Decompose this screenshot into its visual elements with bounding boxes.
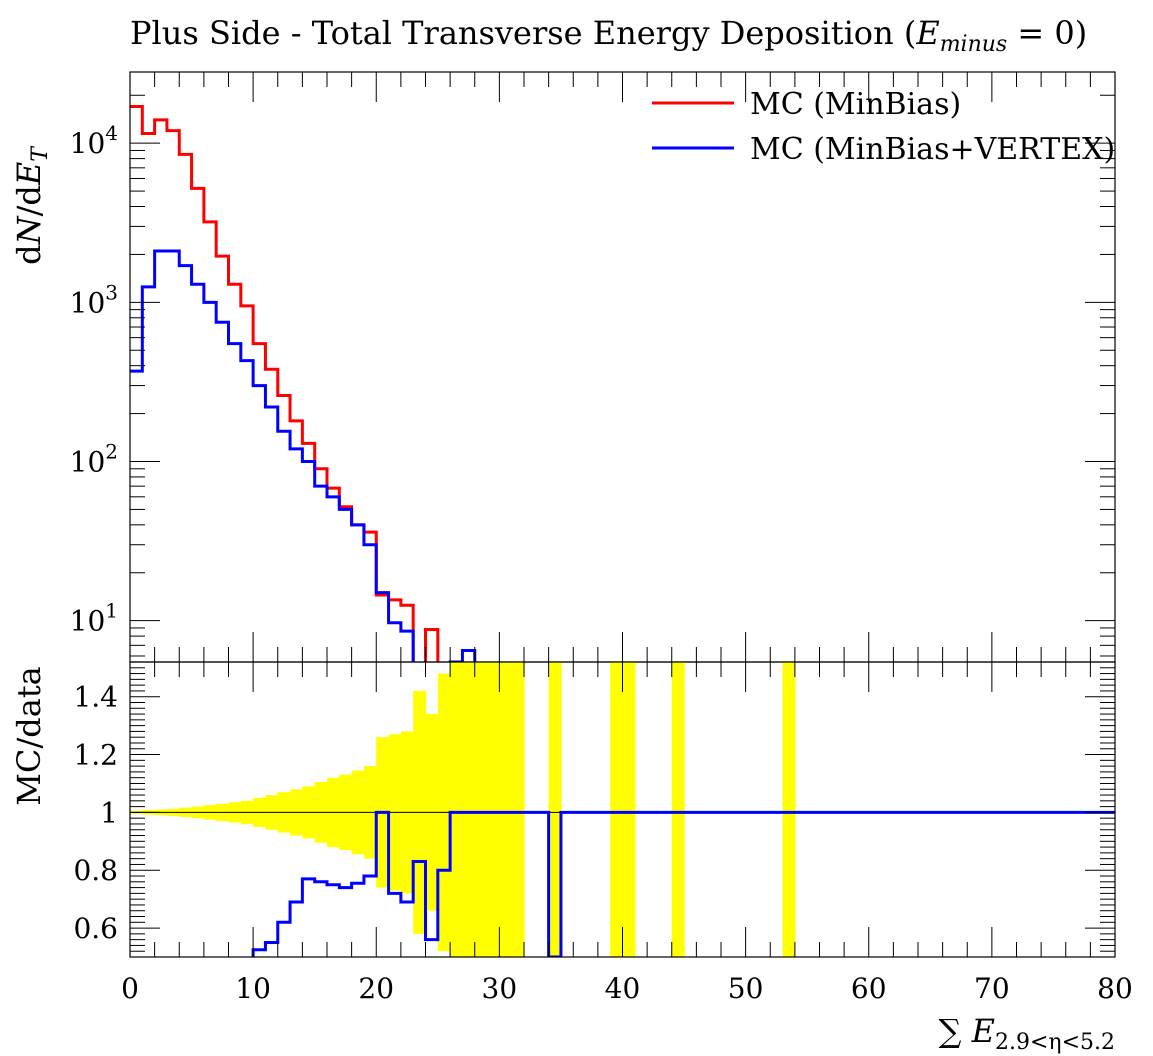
- lower-y-tick-label: 1.2: [73, 739, 118, 772]
- x-tick-label: 40: [605, 972, 641, 1005]
- upper-ylabel-sub: T: [28, 145, 53, 162]
- ratio-uncertainty-band: [130, 662, 796, 957]
- ratio-band-bin: [782, 662, 796, 957]
- title-main: Plus Side - Total Transverse Energy Depo…: [130, 14, 916, 52]
- upper-panel: 101 102 103 104 dN/dET MC (MinBias) MC (Min…: [10, 71, 1116, 663]
- ratio-band-bin: [450, 662, 464, 957]
- x-tick-label: 20: [358, 972, 394, 1005]
- legend: MC (MinBias) MC (MinBias+VERTEX): [652, 87, 1115, 167]
- lower-y-tick-label: 0.6: [73, 912, 118, 945]
- lower-y-tick-label: 1.4: [73, 681, 118, 714]
- x-label-math: E: [971, 1012, 995, 1050]
- ratio-band-bin: [511, 662, 525, 957]
- upper-ylabel-mid: /d: [10, 185, 48, 216]
- x-label-sub: 2.9<η<5.2: [995, 1030, 1115, 1055]
- x-axis-label: ∑ E2.9<η<5.2: [939, 1012, 1115, 1055]
- ratio-band-bin: [474, 662, 488, 957]
- ratio-band-bin: [548, 662, 562, 957]
- legend-label-minbias: MC (MinBias): [750, 87, 961, 122]
- ratio-band-bin: [622, 662, 636, 957]
- ratio-band-bin: [671, 662, 685, 957]
- lower-ticks: [129, 662, 1116, 958]
- upper-ylabel-n: N: [10, 215, 48, 245]
- upper-y-tick-label: 102: [70, 440, 118, 479]
- upper-y-axis-label: dN/dET: [10, 145, 53, 265]
- chart-title: Plus Side - Total Transverse Energy Depo…: [130, 14, 1087, 57]
- x-tick-label: 70: [974, 972, 1010, 1005]
- lower-y-tick-labels: 0.6 0.8 1 1.2 1.4: [73, 681, 118, 945]
- upper-y-tick-label: 103: [70, 280, 118, 319]
- upper-y-tick-label: 101: [70, 599, 118, 638]
- ratio-series-0: [251, 810, 1115, 957]
- ratio-band-bin: [487, 662, 500, 957]
- upper-ylabel-pre: d: [10, 244, 48, 264]
- lower-y-tick-label: 1: [100, 796, 118, 829]
- upper-y-tick-label: 104: [70, 121, 118, 160]
- ratio-band-bin: [499, 662, 513, 957]
- title-tail: = 0): [1007, 14, 1087, 52]
- x-tick-label: 30: [482, 972, 518, 1005]
- title-sub: minus: [940, 32, 1008, 57]
- lower-panel: 0.6 0.8 1 1.2 1.4 MC/data: [10, 661, 1116, 958]
- ratio-band-bin: [462, 662, 476, 957]
- upper-series-1: [130, 249, 477, 662]
- upper-series-group: [130, 104, 477, 662]
- x-tick-label: 50: [728, 972, 764, 1005]
- x-label-sym: ∑: [939, 1012, 972, 1050]
- x-tick-label: 10: [235, 972, 271, 1005]
- lower-y-axis-label: MC/data: [10, 666, 48, 806]
- upper-ylabel-e: E: [10, 162, 48, 186]
- ratio-band-bin: [610, 662, 624, 957]
- x-tick-label: 80: [1097, 972, 1133, 1005]
- x-tick-label: 60: [851, 972, 887, 1005]
- upper-y-tick-labels: 101 102 103 104: [70, 121, 118, 638]
- x-tick-labels: 0 10 20 30 40 50 60 70 80: [121, 972, 1133, 1005]
- title-math: E: [915, 14, 939, 52]
- lower-series-group: [251, 810, 1115, 957]
- legend-label-minbias-vertex: MC (MinBias+VERTEX): [750, 132, 1115, 167]
- upper-ticks: [129, 72, 1116, 662]
- lower-y-tick-label: 0.8: [73, 854, 118, 887]
- upper-series-0: [130, 104, 440, 662]
- x-tick-label: 0: [121, 972, 139, 1005]
